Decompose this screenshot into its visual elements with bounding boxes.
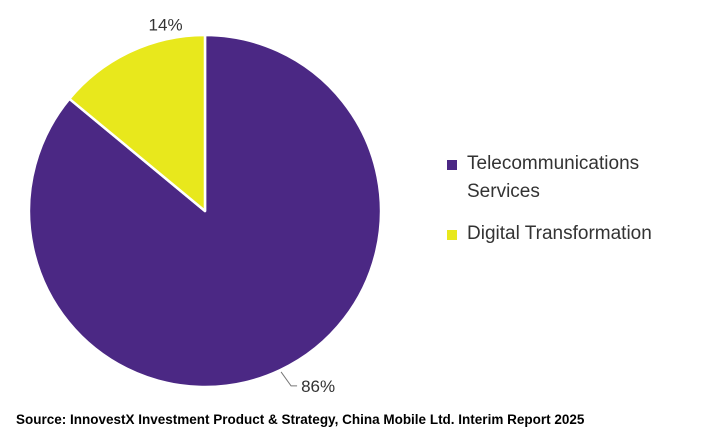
legend-swatch-telecommunications-services [447,160,457,170]
source-note: Source: InnovestX Investment Product & S… [16,412,585,427]
legend-swatch-digital-transformation [447,230,457,240]
pie-slice-telecommunications-services [27,33,383,389]
data-label-digital-transformation: 14% [149,16,183,35]
legend-label-telecommunications-services: Telecommunications Services [467,153,640,202]
pie-slice-digital-transformation [68,33,207,213]
legend-item-telecommunications-services: Telecommunications Services [447,150,697,206]
legend-label-digital-transformation: Digital Transformation [467,223,652,244]
legend: Telecommunications Services Digital Tran… [447,150,697,248]
legend-item-digital-transformation: Digital Transformation [447,220,697,248]
leader-line-telecommunications-services [280,371,298,387]
data-label-telecommunications-services: 86% [301,377,335,396]
